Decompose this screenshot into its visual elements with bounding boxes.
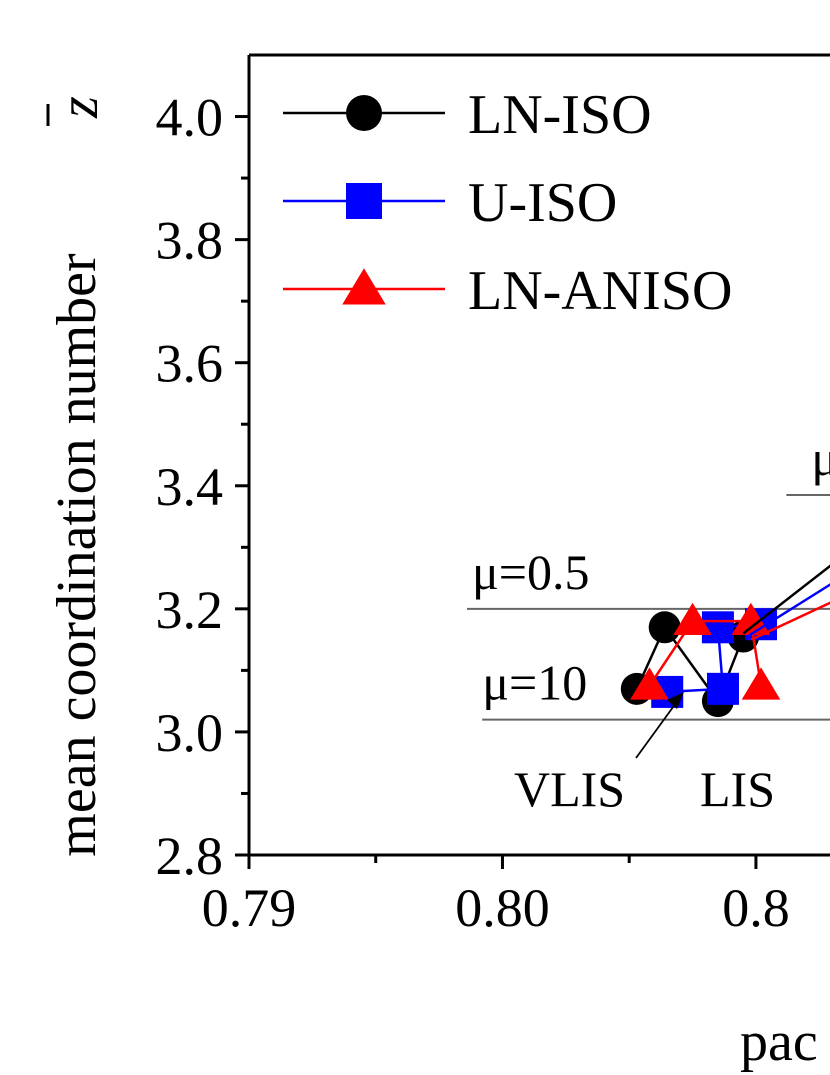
axis-labels: mean coordination number z pac [46, 96, 818, 1073]
series-line-2 [648, 619, 763, 687]
series-layer [620, 564, 830, 718]
y-tick-label-3: 3.4 [156, 457, 224, 517]
point-2-3 [741, 667, 781, 700]
legend: LN-ISO U-ISO LN-ANISO [283, 84, 732, 322]
y-axis-symbol: z [48, 96, 110, 119]
legend-label-0: LN-ISO [468, 84, 652, 146]
x-tick-label-1: 0.80 [455, 878, 550, 938]
y-tick-label-2: 3.2 [156, 580, 224, 640]
y-tick-label-4: 3.6 [156, 334, 224, 394]
guide-lines: μ=0.2 μ=0.5 μ=10 [466, 430, 830, 721]
legend-marker-2 [342, 268, 386, 305]
annotation-lis: LIS [700, 761, 775, 817]
annotations: VLIS LIS [514, 692, 775, 817]
annotation-vlis: VLIS [514, 761, 625, 817]
x-tick-label-2: 0.8 [722, 878, 790, 938]
y-tick-label-5: 3.8 [156, 211, 224, 271]
axes: 2.8 3.0 3.2 3.4 3.6 3.8 4.0 0.79 0.80 0.8 [156, 53, 830, 938]
series-line-0 [635, 624, 745, 704]
x-axis-title: pac [740, 1011, 818, 1073]
y-tick-label-0: 2.8 [156, 826, 224, 886]
point-2-0 [630, 667, 669, 700]
legend-marker-0 [346, 95, 382, 131]
guide-label-0: μ=0.2 [811, 430, 830, 486]
annotation-arrow-line [635, 702, 677, 759]
guide-label-1: μ=0.5 [472, 544, 590, 600]
y-tick-label-6: 4.0 [156, 88, 224, 148]
point-1-1 [706, 672, 739, 705]
legend-label-2: LN-ANISO [468, 260, 732, 322]
annotation-arrow-head [667, 692, 684, 709]
legend-label-1: U-ISO [468, 172, 617, 234]
y-tick-label-1: 3.0 [156, 703, 224, 763]
y-axis-title: mean coordination number [46, 253, 108, 857]
x-tick-label-0: 0.79 [202, 878, 297, 938]
guide-label-2: μ=10 [482, 655, 587, 711]
point-0-1 [648, 611, 681, 644]
point-2-1 [673, 602, 712, 635]
series-trend-2 [750, 601, 830, 641]
series-trend-1 [746, 583, 830, 638]
legend-marker-1 [346, 183, 382, 219]
series-trend-0 [742, 564, 830, 635]
